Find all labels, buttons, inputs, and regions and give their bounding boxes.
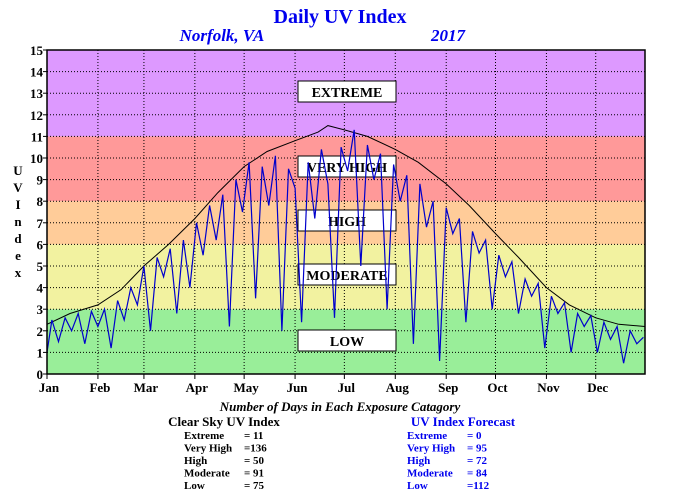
clear-sky-stat-label-moderate: Moderate [184, 468, 230, 480]
y-tick-label: 7 [37, 216, 44, 231]
y-tick-label: 4 [37, 281, 44, 296]
band-label-low: LOW [330, 335, 364, 350]
forecast-stats-table: Extreme = 0 Very High = 95 High = 72 Moderate =… [407, 430, 490, 492]
clear-sky-stats-title: Clear Sky UV Index [168, 414, 280, 429]
x-tick-label-jul: Jul [338, 380, 356, 395]
x-tick-label-jun: Jun [287, 380, 309, 395]
band-label-box-moderate [297, 263, 397, 286]
forecast-stat-value-extreme: = 0 [467, 430, 482, 442]
clear-sky-stat-label-very-high: Very High [184, 443, 232, 455]
x-tick-label-dec: Dec [587, 380, 608, 395]
y-tick-label: 0 [37, 367, 44, 382]
y-axis-label-letter: x [15, 265, 22, 280]
x-tick-label-jan: Jan [39, 380, 60, 395]
uv-series [46, 125, 646, 364]
clear-sky-stat-label-extreme: Extreme [184, 430, 224, 442]
x-tick-label-mar: Mar [134, 380, 159, 395]
forecast-stat-label-low: Low [407, 480, 428, 492]
forecast-stat-label-very-high: Very High [407, 443, 455, 455]
y-tick-label: 14 [30, 65, 44, 80]
x-tick-label-aug: Aug [386, 380, 410, 395]
clear-sky-stat-value-high: = 50 [244, 455, 265, 467]
chart-subtitle-year: 2017 [430, 26, 467, 45]
y-tick-label: 8 [37, 194, 44, 209]
y-tick-label: 13 [30, 86, 44, 101]
band-label-box-very-high [297, 155, 397, 178]
y-tick-label: 5 [37, 259, 44, 274]
forecast-stat-label-extreme: Extreme [407, 430, 447, 442]
y-tick-label: 12 [30, 108, 43, 123]
stats-heading: Number of Days in Each Exposure Catagory [219, 399, 461, 414]
x-tick-label-oct: Oct [487, 380, 508, 395]
clear-sky-stat-value-extreme: = 11 [244, 430, 263, 442]
y-tick-label: 10 [30, 151, 43, 166]
y-tick-label: 11 [31, 129, 43, 144]
plot-frame [46, 49, 646, 375]
chart-subtitle-location: Norfolk, VA [179, 26, 265, 45]
gridlines [47, 50, 645, 374]
y-axis-label-letter: n [14, 214, 22, 229]
forecast-stat-label-moderate: Moderate [407, 468, 453, 480]
band-label-box-high [297, 209, 397, 232]
band-label-moderate: MODERATE [306, 269, 387, 284]
y-tick-label: 3 [37, 302, 44, 317]
clear-sky-stats-table: Extreme = 11 Very High =136 High = 50 Moderate… [184, 430, 267, 492]
clear-sky-stat-value-moderate: = 91 [244, 468, 264, 480]
y-axis-label-letter: I [15, 197, 20, 212]
band-label-box-extreme [297, 80, 397, 103]
band-label-box-low [297, 329, 397, 352]
clear-sky-stat-value-very-high: =136 [244, 443, 267, 455]
x-tick-label-may: May [234, 380, 260, 395]
clear-sky-stat-label-high: High [184, 455, 207, 467]
y-axis-label-letter: d [14, 231, 22, 246]
x-tick-label-apr: Apr [186, 380, 209, 395]
y-tick-label: 9 [37, 173, 44, 188]
forecast-stat-value-moderate: = 84 [467, 468, 488, 480]
y-tick-label: 2 [37, 324, 44, 339]
x-tick-label-sep: Sep [438, 380, 458, 395]
forecast-stats-title: UV Index Forecast [411, 414, 516, 429]
forecast-stat-value-very-high: = 95 [467, 443, 488, 455]
band-label-extreme: EXTREME [312, 86, 383, 101]
y-tick-label: 6 [37, 237, 44, 252]
band-label-high: HIGH [328, 215, 366, 230]
series-line-uv-index-forecast [46, 129, 644, 364]
clear-sky-stat-value-low: = 75 [244, 480, 265, 492]
y-axis-label-letter: V [13, 180, 23, 195]
forecast-stat-label-high: High [407, 455, 430, 467]
y-tick-label: 15 [30, 43, 44, 58]
y-axis-label-letter: U [13, 163, 23, 178]
chart-title: Daily UV Index [274, 6, 407, 28]
x-tick-label-feb: Feb [89, 380, 110, 395]
y-tick-label: 1 [37, 345, 44, 360]
clear-sky-stat-label-low: Low [184, 480, 205, 492]
y-axis-label-letter: e [15, 248, 21, 263]
forecast-stat-value-high: = 72 [467, 455, 488, 467]
x-tick-label-nov: Nov [537, 380, 560, 395]
forecast-stat-value-low: =112 [467, 480, 490, 492]
series-line-clear-sky-uv-index [46, 125, 646, 327]
x-axis-month-ticks: Jan Feb Mar Apr May Jun Jul Aug Sep Oct Nov Dec [39, 374, 608, 395]
